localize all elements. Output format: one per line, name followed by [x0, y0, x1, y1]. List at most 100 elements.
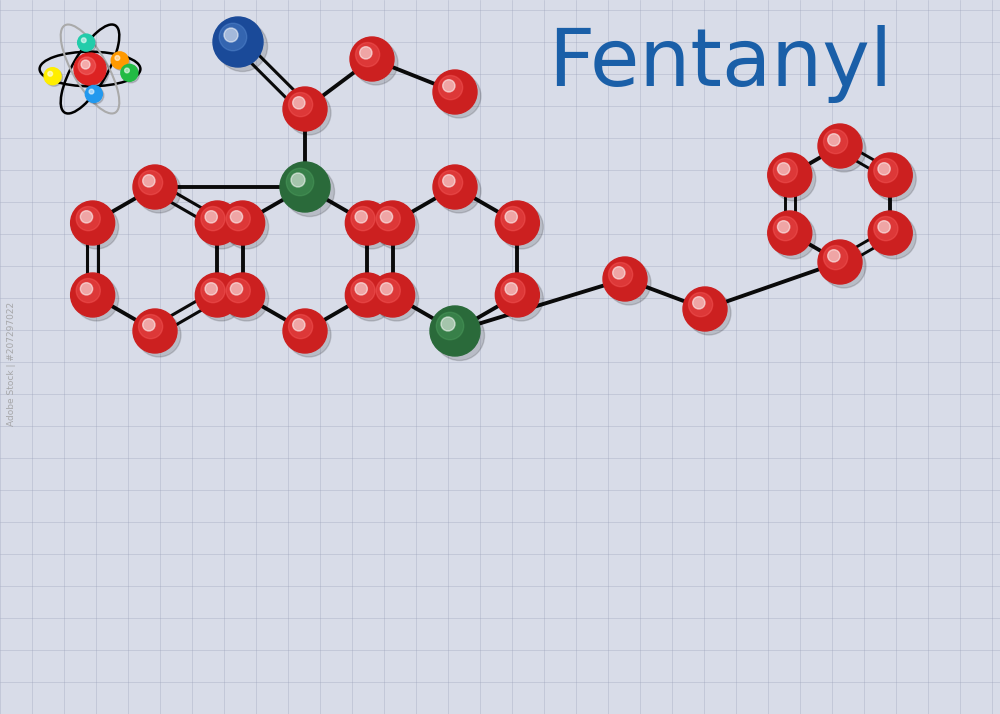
Circle shape: [115, 56, 120, 61]
Circle shape: [199, 277, 243, 321]
Circle shape: [772, 215, 816, 259]
Circle shape: [123, 66, 132, 76]
Circle shape: [608, 263, 633, 287]
Circle shape: [768, 153, 812, 197]
Circle shape: [288, 314, 313, 338]
Circle shape: [688, 293, 713, 317]
Circle shape: [433, 70, 477, 114]
Circle shape: [356, 43, 380, 66]
Circle shape: [349, 205, 393, 249]
Text: Adobe Stock | #207297022: Adobe Stock | #207297022: [7, 302, 17, 426]
Circle shape: [46, 70, 56, 79]
Circle shape: [375, 277, 419, 321]
Circle shape: [217, 21, 268, 71]
Circle shape: [376, 278, 400, 303]
Circle shape: [205, 211, 217, 223]
Circle shape: [79, 36, 96, 53]
Circle shape: [111, 52, 128, 69]
Circle shape: [78, 34, 95, 51]
Circle shape: [76, 278, 100, 303]
Circle shape: [46, 69, 63, 86]
Circle shape: [221, 273, 265, 317]
Circle shape: [285, 166, 334, 216]
Circle shape: [137, 169, 181, 213]
Circle shape: [76, 206, 100, 231]
Circle shape: [371, 201, 415, 245]
Circle shape: [71, 273, 115, 317]
Circle shape: [824, 246, 848, 270]
Circle shape: [371, 273, 415, 317]
Circle shape: [283, 309, 327, 353]
Circle shape: [376, 206, 400, 231]
Circle shape: [133, 165, 177, 209]
Circle shape: [201, 206, 225, 231]
Circle shape: [495, 273, 539, 317]
Circle shape: [683, 287, 727, 331]
Circle shape: [499, 205, 543, 249]
Circle shape: [80, 36, 89, 46]
Circle shape: [380, 211, 393, 223]
Circle shape: [777, 163, 790, 175]
Circle shape: [81, 60, 90, 69]
Circle shape: [74, 53, 106, 85]
Circle shape: [773, 159, 797, 183]
Circle shape: [85, 86, 102, 103]
Circle shape: [44, 68, 61, 85]
Circle shape: [225, 205, 269, 249]
Circle shape: [230, 211, 243, 223]
Circle shape: [430, 306, 480, 356]
Circle shape: [137, 313, 181, 357]
Circle shape: [613, 267, 625, 279]
Circle shape: [226, 206, 250, 231]
Circle shape: [355, 283, 367, 295]
Circle shape: [77, 56, 109, 88]
Circle shape: [828, 134, 840, 146]
Circle shape: [436, 312, 464, 340]
Circle shape: [230, 283, 243, 295]
Circle shape: [287, 91, 331, 135]
Circle shape: [205, 283, 217, 295]
Circle shape: [505, 211, 517, 223]
Circle shape: [433, 165, 477, 209]
Circle shape: [138, 171, 163, 195]
Circle shape: [226, 278, 250, 303]
Circle shape: [121, 64, 138, 81]
Circle shape: [349, 277, 393, 321]
Circle shape: [122, 66, 139, 83]
Circle shape: [375, 205, 419, 249]
Circle shape: [133, 309, 177, 353]
Circle shape: [71, 201, 115, 245]
Circle shape: [878, 163, 890, 175]
Circle shape: [380, 283, 393, 295]
Circle shape: [89, 89, 94, 94]
Circle shape: [438, 76, 463, 100]
Circle shape: [345, 273, 389, 317]
Circle shape: [872, 215, 916, 259]
Circle shape: [607, 261, 651, 305]
Circle shape: [143, 175, 155, 187]
Circle shape: [868, 153, 912, 197]
Circle shape: [603, 257, 647, 301]
Circle shape: [283, 87, 327, 131]
Circle shape: [287, 313, 331, 357]
Circle shape: [125, 68, 129, 73]
Circle shape: [437, 74, 481, 118]
Circle shape: [80, 211, 93, 223]
Circle shape: [505, 283, 517, 295]
Circle shape: [443, 175, 455, 187]
Circle shape: [219, 24, 247, 51]
Circle shape: [195, 201, 239, 245]
Circle shape: [293, 318, 305, 331]
Circle shape: [221, 201, 265, 245]
Circle shape: [687, 291, 731, 335]
Circle shape: [872, 157, 916, 201]
Circle shape: [868, 211, 912, 255]
Circle shape: [213, 17, 263, 67]
Text: Fentanyl: Fentanyl: [548, 25, 892, 103]
Circle shape: [818, 240, 862, 284]
Circle shape: [280, 162, 330, 212]
Circle shape: [360, 46, 372, 59]
Circle shape: [828, 250, 840, 262]
Circle shape: [822, 244, 866, 288]
Circle shape: [78, 57, 96, 74]
